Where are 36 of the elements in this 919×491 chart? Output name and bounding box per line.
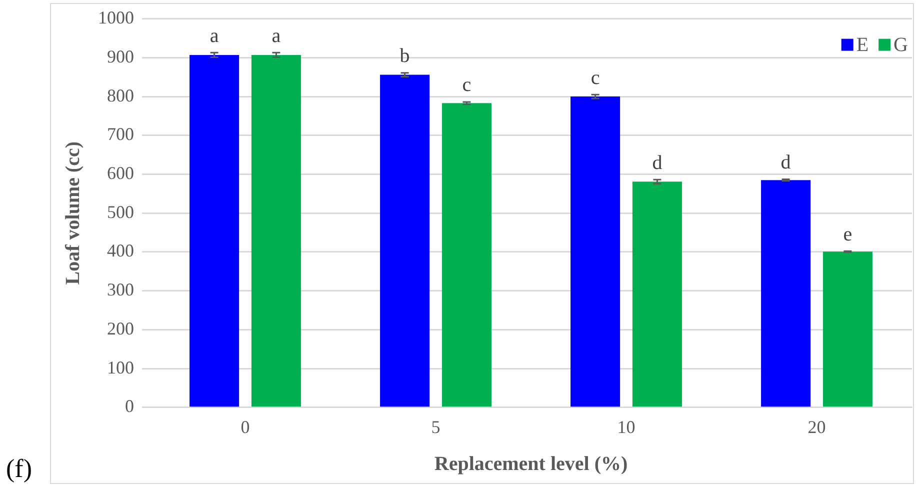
bar [380,74,430,407]
legend-label: G [894,34,908,56]
text: (f) [6,454,32,484]
bar [251,54,301,407]
data-label: b [400,45,410,68]
y-tick-label: 900 [107,46,134,66]
y-tick-label: 600 [107,162,134,183]
data-label: c [590,66,600,89]
y-tick-label: 500 [107,202,134,222]
data-label: a [210,24,219,47]
data-label: d [652,152,662,174]
data-label: d [780,152,791,174]
x-tick-label: 20 [808,416,826,437]
y-tick-label: 100 [107,357,134,378]
y-tick-label: 0 [125,396,134,416]
y-axis-title: Loaf volume (cc) [62,141,84,285]
data-label: a [272,24,281,47]
bar [822,252,872,407]
x-tick-label: 5 [431,416,440,437]
y-tick-label: 1000 [98,8,134,28]
y-tick-label: 700 [107,124,134,144]
bar [632,182,682,407]
y-tick-label: 400 [107,240,134,261]
bar [570,96,620,407]
bar [442,103,492,407]
x-tick-label: 0 [240,416,250,437]
x-axis-title: Replacement level (%) [434,453,628,476]
x-tick-label: 10 [617,416,636,437]
data-label: c [462,74,472,96]
y-tick-label: 200 [107,318,134,338]
legend-label: E [856,34,869,56]
y-tick-label: 800 [107,85,134,106]
y-tick-label: 300 [107,280,134,300]
data-label: e [843,223,852,246]
bar [761,180,811,407]
bar [190,54,240,407]
